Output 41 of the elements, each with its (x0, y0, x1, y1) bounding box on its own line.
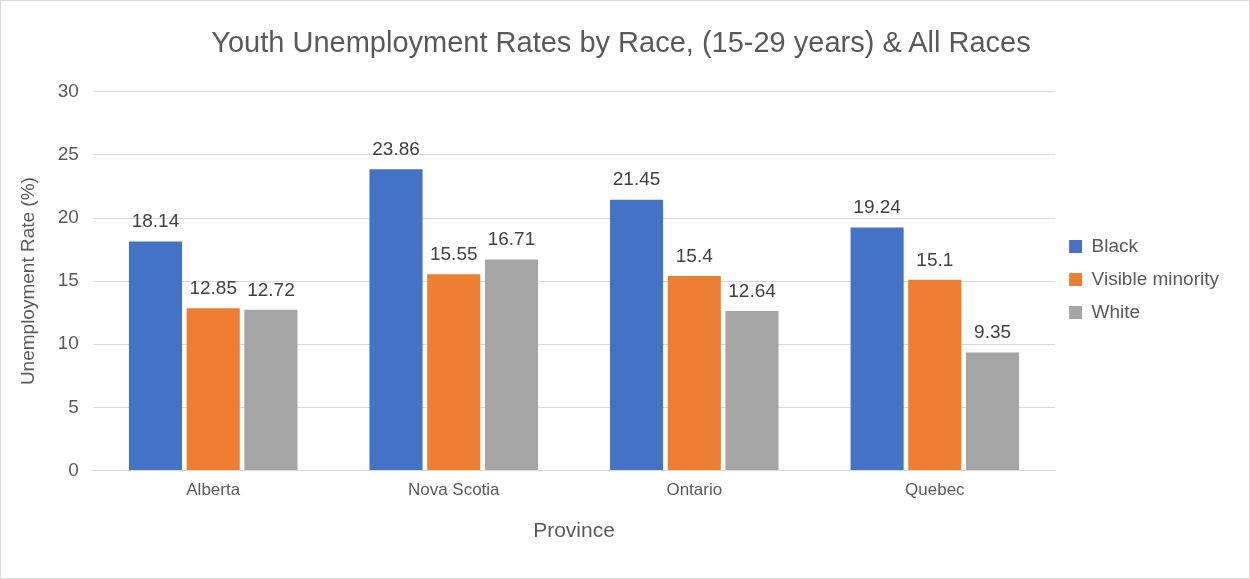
data-label: 15.4 (675, 244, 714, 266)
y-tick-label: 15 (57, 269, 79, 291)
bar (128, 241, 183, 470)
data-label: 12.85 (189, 276, 237, 298)
bar (667, 276, 721, 470)
legend-label: Black (1091, 234, 1139, 256)
x-axis-title: Province (533, 518, 615, 542)
chart-title: Youth Unemployment Rates by Race, (15-29 years) & All Races (211, 26, 1031, 59)
legend-label: Visible minority (1091, 267, 1220, 289)
y-tick-label: 0 (68, 458, 79, 480)
y-tick-label: 5 (68, 395, 79, 417)
data-label: 16.71 (487, 228, 536, 250)
bar (908, 279, 962, 470)
data-label: 12.64 (728, 279, 777, 301)
data-label: 15.55 (429, 242, 478, 264)
bar (965, 352, 1020, 470)
y-tick-label: 10 (57, 332, 79, 354)
bar (427, 274, 481, 470)
bar (850, 227, 904, 470)
y-tick-label: 30 (57, 80, 79, 102)
bar (369, 169, 423, 470)
data-label: 18.14 (131, 210, 180, 232)
bar (484, 259, 539, 470)
data-label: 23.86 (372, 138, 420, 160)
x-tick-label: Ontario (666, 480, 723, 500)
data-label: 12.72 (247, 278, 295, 300)
x-tick-label: Nova Scotia (407, 480, 501, 500)
data-label: 15.1 (916, 248, 954, 270)
x-tick-label: Quebec (905, 480, 966, 500)
y-axis-title: Unemployment Rate (%) (16, 177, 38, 386)
bar (609, 199, 664, 470)
y-tick-label: 20 (57, 206, 79, 228)
bar (244, 309, 298, 470)
data-label: 19.24 (853, 196, 902, 218)
bar (186, 308, 240, 470)
legend-label: White (1091, 300, 1141, 322)
y-tick-label: 25 (57, 143, 79, 165)
data-label: 9.35 (974, 321, 1012, 343)
data-label: 21.45 (612, 168, 661, 190)
x-tick-label: Alberta (186, 480, 241, 500)
bar (725, 310, 779, 470)
